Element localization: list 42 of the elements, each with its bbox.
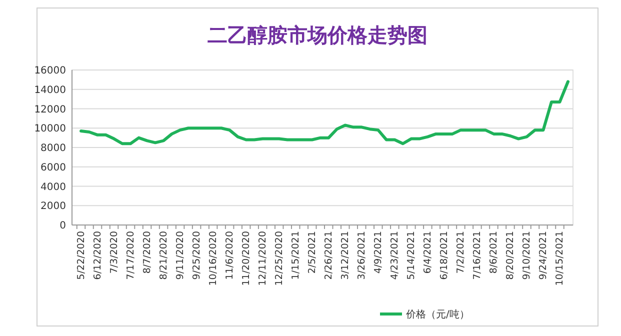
x-tick-label: 7/3/2020: [109, 231, 120, 274]
chart-title: 二乙醇胺市场价格走势图: [208, 23, 428, 47]
y-tick-label: 16000: [34, 66, 66, 76]
x-tick-label: 5/14/2021: [406, 231, 418, 280]
x-tick-label: 9/24/2021: [538, 231, 550, 280]
y-tick-label: 8000: [40, 143, 66, 154]
x-tick-label: 8/21/2020: [158, 231, 170, 280]
x-tick-label: 7/17/2020: [126, 231, 137, 280]
x-tick-label: 7/2/2021: [456, 231, 467, 274]
x-tick-label: 12/11/2020: [258, 231, 269, 286]
y-tick-label: 12000: [34, 104, 66, 116]
x-tick-label: 6/12/2020: [92, 231, 104, 280]
y-tick-label: 4000: [40, 182, 66, 193]
x-tick-label: 12/25/2020: [274, 231, 286, 286]
x-tick-label: 8/7/2020: [142, 231, 154, 274]
y-tick-label: 0: [60, 220, 66, 232]
x-tick-label: 8/6/2021: [488, 231, 500, 274]
x-tick-label: 4/9/2021: [373, 231, 384, 274]
x-tick-label: 10/16/2020: [208, 231, 220, 286]
x-tick-label: 8/20/2021: [505, 231, 516, 280]
y-tick-label: 6000: [40, 162, 66, 174]
y-tick-label: 2000: [40, 201, 66, 212]
x-tick-label: 11/6/2020: [224, 231, 236, 280]
x-tick-label: 1/15/2021: [290, 231, 302, 280]
x-tick-label: 9/11/2020: [175, 231, 186, 280]
x-tick-label: 3/12/2021: [340, 231, 352, 280]
x-tick-label: 2/26/2021: [324, 231, 335, 280]
x-tick-label: 9/10/2021: [522, 231, 533, 280]
x-tick-label: 2/5/2021: [307, 231, 318, 274]
x-tick-label: 6/18/2021: [439, 231, 450, 280]
x-tick-label: 10/15/2021: [554, 231, 566, 286]
x-tick-label: 3/26/2021: [356, 231, 368, 280]
x-tick-label: 5/22/2020: [76, 231, 87, 280]
x-tick-label: 6/4/2021: [422, 231, 434, 274]
y-tick-label: 10000: [34, 124, 66, 135]
x-tick-label: 7/16/2021: [472, 231, 484, 280]
legend-label: 价格（元/吨）: [405, 308, 470, 320]
x-tick-label: 11/20/2020: [241, 231, 252, 286]
x-tick-label: 9/25/2020: [192, 231, 203, 280]
line-series: [80, 80, 570, 146]
y-tick-label: 14000: [34, 84, 66, 96]
x-tick-label: 4/23/2021: [390, 231, 401, 280]
